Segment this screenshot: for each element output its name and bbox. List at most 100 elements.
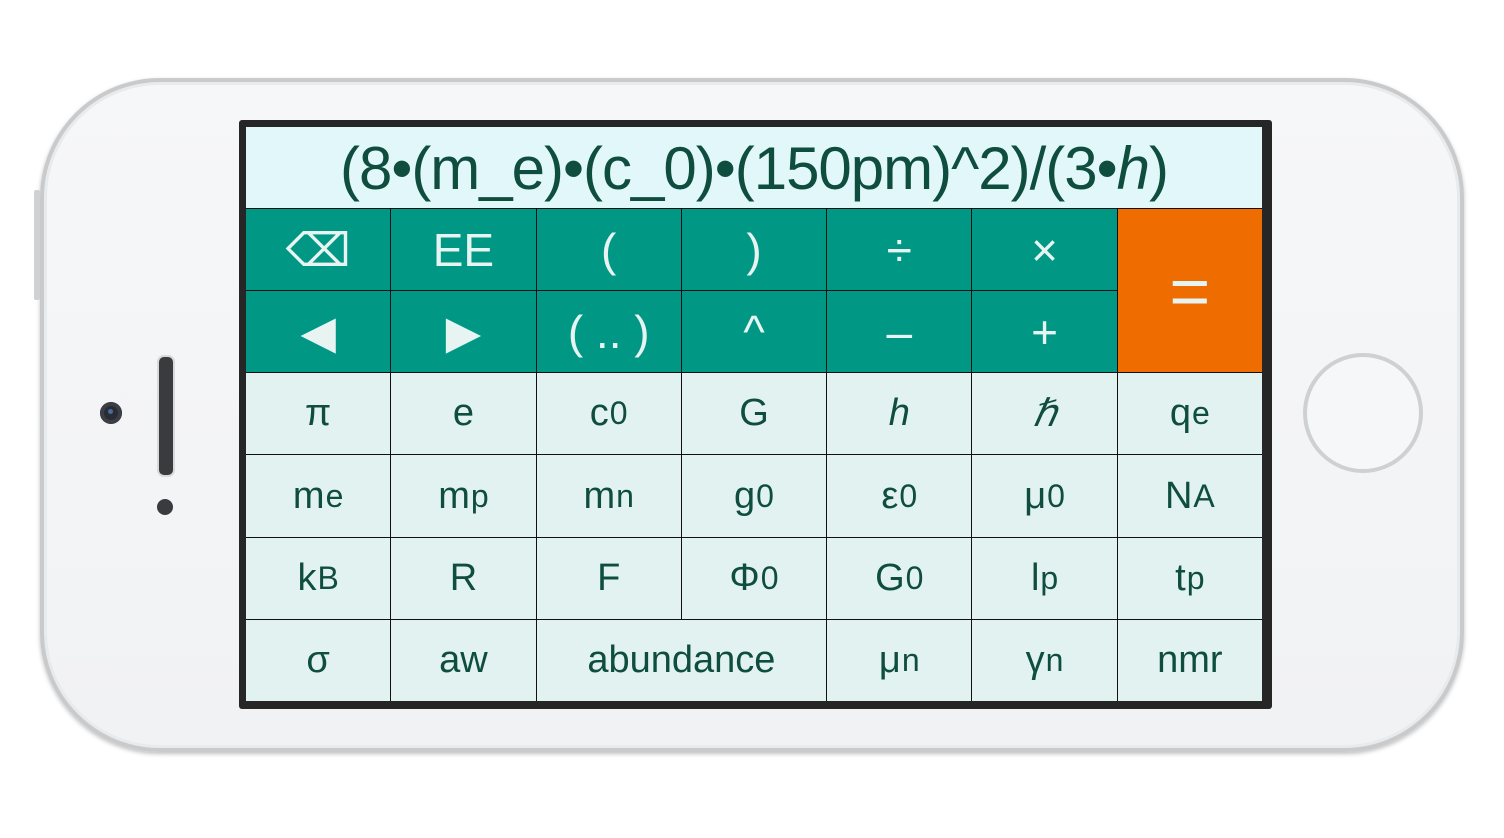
key-label: ÷ [886,223,912,276]
constant-key--5[interactable]: ℏ [972,373,1117,455]
key-symbol: G [875,556,905,599]
constant-key--21[interactable]: σ [246,619,391,701]
constant-key--0[interactable]: π [246,373,391,455]
key-subscript: n [1045,641,1064,678]
volume-button [34,190,40,300]
key-subscript: e [325,477,344,514]
key-symbol: h [888,392,910,435]
key-subscript: 0 [1047,477,1065,514]
key-label: EE [432,223,495,276]
key-subscript: 0 [756,477,774,514]
key-subscript: 0 [905,559,924,596]
constant-key-abundance[interactable]: abundance [536,619,827,701]
backspace-icon: ⌫ [285,223,351,276]
key-label: = [1169,251,1211,330]
ee-button[interactable]: EE [391,209,536,291]
key-symbol: c [589,392,609,435]
key-symbol: t [1175,556,1186,599]
screen: (8•(m_e)•(c_0)•(150pm)^2)/(3•h) ⌫ EE () ÷ × ◀… [239,120,1272,709]
close-paren-button[interactable]: ) [681,209,827,291]
key-subscript: n [616,477,634,514]
key-symbol: N [1164,474,1193,517]
proximity-sensor [157,499,173,515]
expression-text: (8•(m_e)•(c_0)•(150pm)^2)/(3• [339,135,1118,202]
key-symbol: nmr [1157,638,1223,681]
constant-key-aw[interactable]: aw [391,619,536,701]
key-subscript: e [1192,395,1210,432]
plus-button[interactable]: + [972,291,1117,373]
cursor-right-button[interactable]: ▶ [391,291,536,373]
key-label: ( [601,223,617,276]
key-symbol: π [305,392,332,435]
key-subscript: p [470,477,489,514]
key-subscript: 0 [899,477,918,514]
backspace-button[interactable]: ⌫ [246,209,391,291]
key-symbol: k [297,556,317,599]
key-symbol: q [1169,392,1192,435]
key-symbol: abundance [587,638,776,681]
key-symbol: μ [1024,474,1047,517]
power-button[interactable]: ^ [681,291,827,373]
expression-display[interactable]: (8•(m_e)•(c_0)•(150pm)^2)/(3•h) [246,127,1262,208]
key-subscript: B [317,559,339,596]
key-symbol: γ [1025,638,1045,681]
key-symbol: μ [878,638,901,681]
expression-end: ) [1149,135,1169,202]
multiply-button[interactable]: × [972,209,1117,291]
equals-button[interactable]: = [1117,209,1262,373]
key-label: ( .. ) [567,305,650,358]
key-label: ^ [743,305,765,358]
key-label: – [886,305,913,358]
key-symbol: Φ [729,556,760,599]
constant-key-h[interactable]: h [827,373,972,455]
key-symbol: ℏ [1032,393,1057,436]
right-arrow-icon: ▶ [445,305,482,358]
minus-button[interactable]: – [827,291,972,373]
paren-group-button[interactable]: ( .. ) [536,291,681,373]
open-paren-button[interactable]: ( [536,209,681,291]
key-label: × [1031,223,1058,276]
key-symbol: ε [881,474,899,517]
expression-italic: h [1116,135,1150,202]
key-label: + [1031,305,1058,358]
key-subscript: p [1040,559,1059,596]
key-subscript: A [1193,477,1215,514]
constant-key-R[interactable]: R [391,537,536,619]
key-symbol: m [438,474,470,517]
key-symbol: e [452,392,474,435]
key-symbol: F [597,556,621,599]
key-symbol: aw [439,638,488,681]
key-symbol: σ [306,638,330,681]
cursor-left-button[interactable]: ◀ [246,291,391,373]
constant-key-F[interactable]: F [536,537,681,619]
key-symbol: G [739,392,769,435]
constant-key-e[interactable]: e [391,373,536,455]
left-arrow-icon: ◀ [300,305,336,358]
key-symbol: m [583,474,616,517]
home-button[interactable] [1303,353,1423,473]
key-subscript: n [901,641,920,678]
constant-key-nmr[interactable]: nmr [1117,619,1262,701]
key-symbol: R [449,556,478,599]
earpiece-speaker [157,355,175,477]
key-symbol: m [292,474,325,517]
divide-button[interactable]: ÷ [827,209,972,291]
constant-key-G[interactable]: G [681,373,827,455]
